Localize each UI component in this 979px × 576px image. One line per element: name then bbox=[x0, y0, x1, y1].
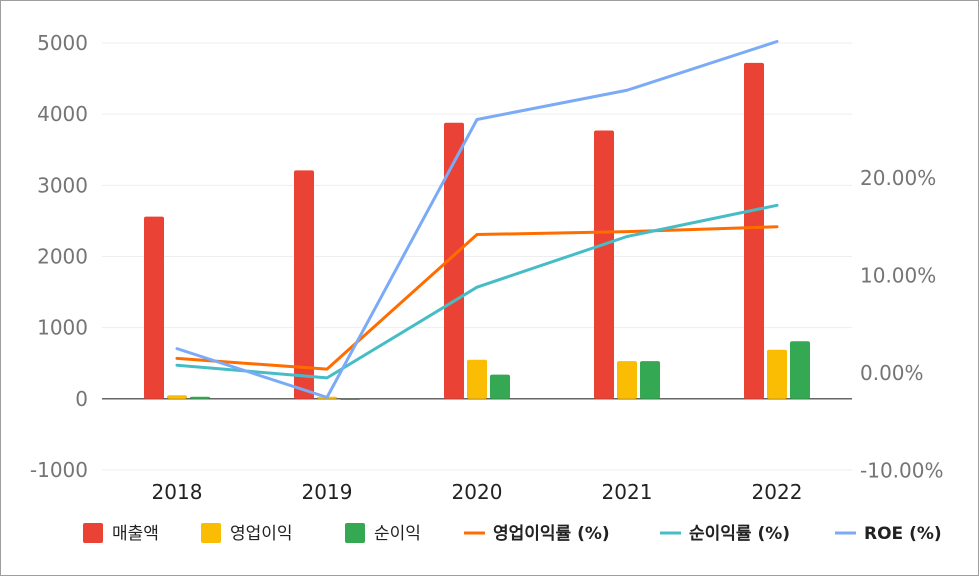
y-right-tick-label: -10.00% bbox=[860, 459, 943, 483]
y-right-tick-label: 20.00% bbox=[860, 166, 936, 190]
bar-1-2018 bbox=[144, 216, 164, 399]
y-left-tick-label: -1000 bbox=[30, 458, 88, 482]
x-tick-label: 2019 bbox=[302, 480, 353, 504]
line-series-3 bbox=[175, 40, 779, 399]
bar-3-2018 bbox=[190, 396, 210, 399]
legend-label: 영업이익 bbox=[230, 524, 293, 544]
legend-label: 순이익 bbox=[374, 524, 421, 544]
bar-1-2020 bbox=[444, 122, 464, 399]
y-left-tick-label: 5000 bbox=[37, 31, 88, 55]
legend-label: ROE (%) bbox=[864, 524, 942, 544]
y-left-tick-label: 4000 bbox=[37, 102, 88, 126]
y-left-tick-label: 1000 bbox=[37, 316, 88, 340]
line-series-1 bbox=[175, 225, 779, 371]
bar-3-2019 bbox=[340, 398, 360, 401]
y-right-tick-label: 10.00% bbox=[860, 264, 936, 288]
bar-2-2018 bbox=[167, 395, 187, 399]
bar-3-2020 bbox=[490, 374, 510, 399]
bar-1-2019 bbox=[294, 170, 314, 399]
y-left-tick-label: 2000 bbox=[37, 245, 88, 269]
bar-3-2021 bbox=[640, 361, 660, 399]
bar-2-2020 bbox=[467, 359, 487, 399]
x-tick-label: 2018 bbox=[152, 480, 203, 504]
bar-1-2021 bbox=[594, 130, 614, 399]
line-series-2 bbox=[175, 203, 779, 380]
bar-3-2022 bbox=[790, 341, 810, 399]
legend-swatch bbox=[83, 523, 103, 543]
legend-label: 매출액 bbox=[112, 524, 159, 544]
x-tick-label: 2022 bbox=[752, 480, 803, 504]
legend-label: 영업이익률 (%) bbox=[493, 524, 610, 544]
y-right-tick-label: 0.00% bbox=[860, 361, 924, 385]
legend: 매출액 영업이익 순이익 영업이익률 (%) 순이익률 (%) ROE (%) bbox=[83, 523, 942, 544]
legend-swatch bbox=[345, 523, 365, 543]
y-left-tick-label: 3000 bbox=[37, 173, 88, 197]
bar-1-2022 bbox=[744, 62, 764, 399]
bars bbox=[144, 62, 810, 401]
legend-label: 순이익률 (%) bbox=[689, 524, 790, 544]
y-left-tick-label: 0 bbox=[75, 387, 88, 411]
bar-2-2021 bbox=[617, 361, 637, 399]
bar-2-2022 bbox=[767, 349, 787, 399]
x-tick-label: 2020 bbox=[452, 480, 503, 504]
lines bbox=[175, 40, 779, 399]
gridlines bbox=[102, 42, 852, 471]
x-tick-label: 2021 bbox=[602, 480, 653, 504]
axes: 5000 4000 3000 2000 1000 0 -1000 20.00% 10.00% 0.… bbox=[30, 31, 944, 504]
legend-swatch bbox=[201, 523, 221, 543]
